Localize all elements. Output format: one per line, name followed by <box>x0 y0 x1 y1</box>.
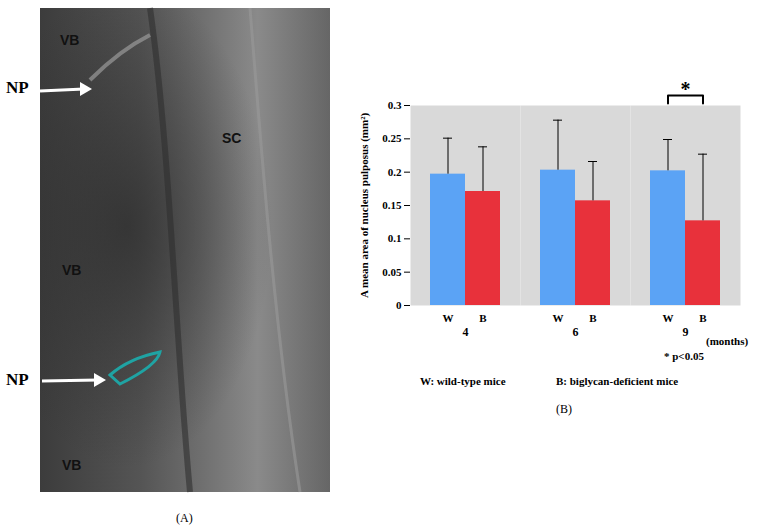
html-text:VB: VB <box>62 457 82 473</box>
svg-text:0.05: 0.05 <box>382 266 402 278</box>
html-text:NP: NP <box>6 78 29 97</box>
html-text:(B): (B) <box>556 402 572 416</box>
svg-text:9: 9 <box>683 325 689 339</box>
html-text:VB: VB <box>62 262 82 278</box>
html-text:(months): (months) <box>706 335 749 347</box>
svg-text:0.2: 0.2 <box>388 166 402 178</box>
svg-text:W: W <box>663 312 674 324</box>
svg-text:B: B <box>699 312 707 324</box>
svg-text:W: W <box>553 312 564 324</box>
html-text:VB: VB <box>60 32 80 48</box>
html-text:NP: NP <box>6 370 29 389</box>
svg-text:W: W <box>443 312 454 324</box>
html-text:W: wild-type mice: W: wild-type mice <box>420 375 506 387</box>
html-text:SC: SC <box>222 130 242 146</box>
svg-text:*: * <box>681 78 691 100</box>
html-text:(A): (A) <box>176 511 193 525</box>
svg-text:B: B <box>589 312 597 324</box>
svg-text:A mean area of nucleus pulposu: A mean area of nucleus pulposus (mm²) <box>358 113 371 299</box>
html-text:B: biglycan-deficient mice: B: biglycan-deficient mice <box>556 375 679 387</box>
svg-text:0.1: 0.1 <box>388 232 402 244</box>
svg-text:0.3: 0.3 <box>388 99 402 111</box>
svg-text:0.25: 0.25 <box>382 132 402 144</box>
svg-text:0.15: 0.15 <box>382 199 402 211</box>
svg-text:B: B <box>479 312 487 324</box>
svg-text:0: 0 <box>396 299 402 311</box>
html-text:* p<0.05: * p<0.05 <box>664 350 704 362</box>
svg-text:4: 4 <box>463 325 469 339</box>
svg-text:6: 6 <box>573 325 579 339</box>
